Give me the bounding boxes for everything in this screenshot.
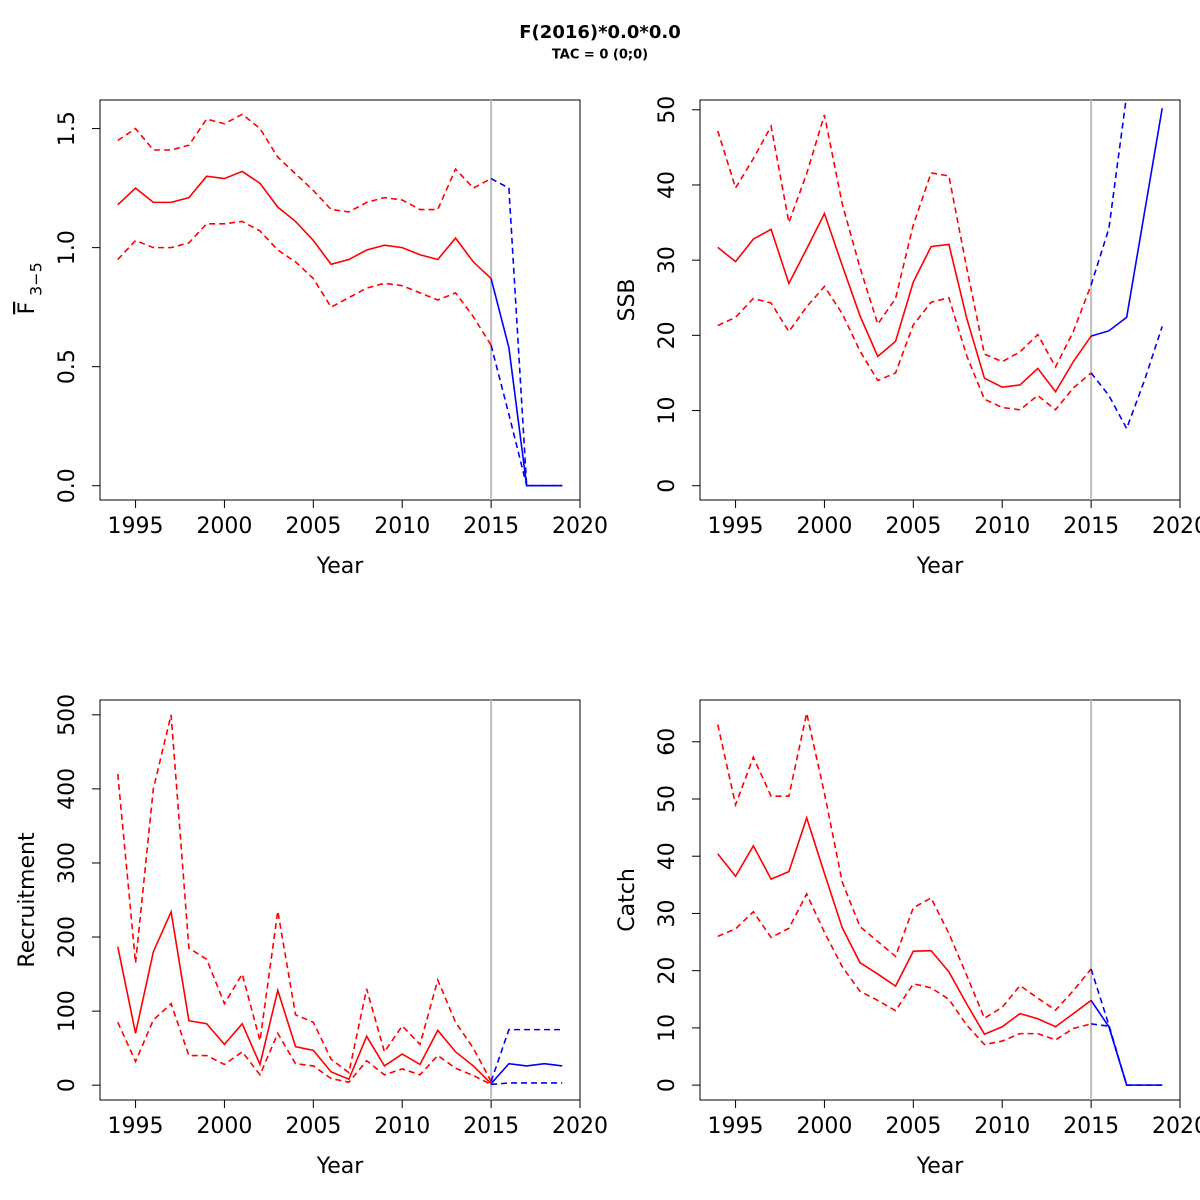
series-line	[717, 892, 1092, 1046]
y-tick-label: 60	[655, 728, 680, 756]
series-line	[490, 177, 563, 487]
x-axis-title: Year	[916, 1154, 965, 1179]
series-line	[116, 909, 492, 1085]
plot-frame	[699, 699, 1181, 1101]
plot-frame	[99, 699, 581, 1101]
y-axis-title: F	[15, 302, 40, 315]
y-tick-label: 10	[655, 1014, 680, 1042]
x-tick-label: 2005	[285, 514, 341, 539]
y-tick-label: 300	[55, 842, 80, 884]
series-line	[1090, 968, 1163, 1086]
y-tick-label: 1.5	[55, 111, 80, 146]
x-tick-label: 2005	[885, 1114, 941, 1139]
x-tick-label: 2020	[552, 1114, 608, 1139]
series-line	[117, 220, 492, 346]
series-line	[490, 1062, 563, 1085]
x-tick-label: 2015	[463, 514, 519, 539]
x-tick-label: 2010	[974, 514, 1030, 539]
y-axis-title-subscript: 3−5	[27, 262, 46, 296]
y-tick-label: 1.0	[55, 230, 80, 265]
y-tick-label: 0	[55, 1078, 80, 1092]
y-tick-label: 0	[655, 1078, 680, 1092]
series-line	[717, 285, 1092, 411]
series-line	[491, 1082, 563, 1086]
y-tick-label: 30	[655, 246, 680, 274]
series-line	[717, 815, 1092, 1036]
x-tick-label: 2010	[974, 1114, 1030, 1139]
x-tick-label: 2000	[796, 514, 852, 539]
series-line	[717, 211, 1092, 394]
x-tick-label: 2015	[1063, 514, 1119, 539]
x-tick-label: 2020	[552, 514, 608, 539]
y-axis-title-group: SSB	[615, 278, 640, 321]
x-tick-label: 1995	[708, 1114, 764, 1139]
series-line	[1090, 108, 1164, 337]
x-axis-title: Year	[316, 554, 365, 579]
series-line	[1090, 326, 1163, 431]
x-tick-label: 1995	[708, 514, 764, 539]
x-tick-label: 2000	[196, 1114, 252, 1139]
y-tick-label: 40	[655, 842, 680, 870]
y-tick-label: 0.5	[55, 349, 80, 384]
x-tick-label: 2015	[463, 1114, 519, 1139]
series-line	[116, 714, 492, 1082]
y-tick-label: 50	[655, 785, 680, 813]
series-line	[490, 345, 563, 487]
y-axis-title-group: F 3−5	[15, 262, 46, 314]
panel: 1995 2000 2005 2010 2015 2020 Year 0.0 0.5 1.0 1.5…	[15, 99, 608, 579]
x-tick-label: 2010	[374, 1114, 430, 1139]
series-line	[717, 114, 1092, 369]
x-tick-label: 2010	[374, 514, 430, 539]
y-tick-label: 0	[655, 479, 680, 493]
series-line	[490, 1028, 563, 1082]
y-tick-label: 100	[55, 990, 80, 1032]
y-axis-title: Recruitment	[15, 832, 40, 968]
x-tick-label: 2015	[1063, 1114, 1119, 1139]
x-tick-label: 2020	[1152, 1114, 1200, 1139]
x-tick-label: 2000	[796, 1114, 852, 1139]
x-tick-label: 1995	[108, 1114, 164, 1139]
y-tick-label: 50	[655, 96, 680, 124]
series-line	[1091, 1023, 1163, 1086]
plot-frame	[99, 99, 581, 501]
y-axis-title-group: Catch	[615, 868, 640, 932]
x-tick-label: 2000	[196, 514, 252, 539]
series-line	[490, 278, 563, 487]
y-tick-label: 400	[55, 768, 80, 810]
panel: 1995 2000 2005 2010 2015 2020 Year 0 100 200 300 40…	[15, 694, 608, 1179]
y-axis-title: Catch	[615, 868, 640, 932]
y-tick-label: 20	[655, 321, 680, 349]
y-tick-label: 40	[655, 171, 680, 199]
x-tick-label: 2005	[885, 514, 941, 539]
y-tick-label: 0.0	[55, 468, 80, 503]
x-tick-label: 2005	[285, 1114, 341, 1139]
y-tick-label: 20	[655, 957, 680, 985]
figure-title: F(2016)*0.0*0.0	[519, 22, 680, 43]
y-tick-label: 10	[655, 397, 680, 425]
series-line	[117, 113, 492, 213]
x-axis-title: Year	[916, 554, 965, 579]
series-line	[117, 1002, 492, 1086]
figure-subtitle: TAC = 0 (0;0)	[552, 48, 648, 63]
x-tick-label: 1995	[108, 514, 164, 539]
series-line	[1090, 999, 1163, 1086]
x-axis-title: Year	[316, 1154, 365, 1179]
y-tick-label: 500	[55, 694, 80, 736]
y-tick-label: 200	[55, 916, 80, 958]
panel: 1995 2000 2005 2010 2015 2020 Year 0 10 20 30 40 50 S…	[615, 96, 1200, 579]
y-axis-title-group: Recruitment	[15, 832, 40, 968]
series-line	[117, 170, 492, 280]
x-tick-label: 2020	[1152, 514, 1200, 539]
panel: 1995 2000 2005 2010 2015 2020 Year 0 10 20 30 40 50 6…	[615, 699, 1200, 1179]
series-line	[1090, 100, 1127, 286]
y-axis-title: SSB	[615, 278, 640, 321]
y-tick-label: 30	[655, 899, 680, 927]
series-line	[716, 712, 1092, 1020]
